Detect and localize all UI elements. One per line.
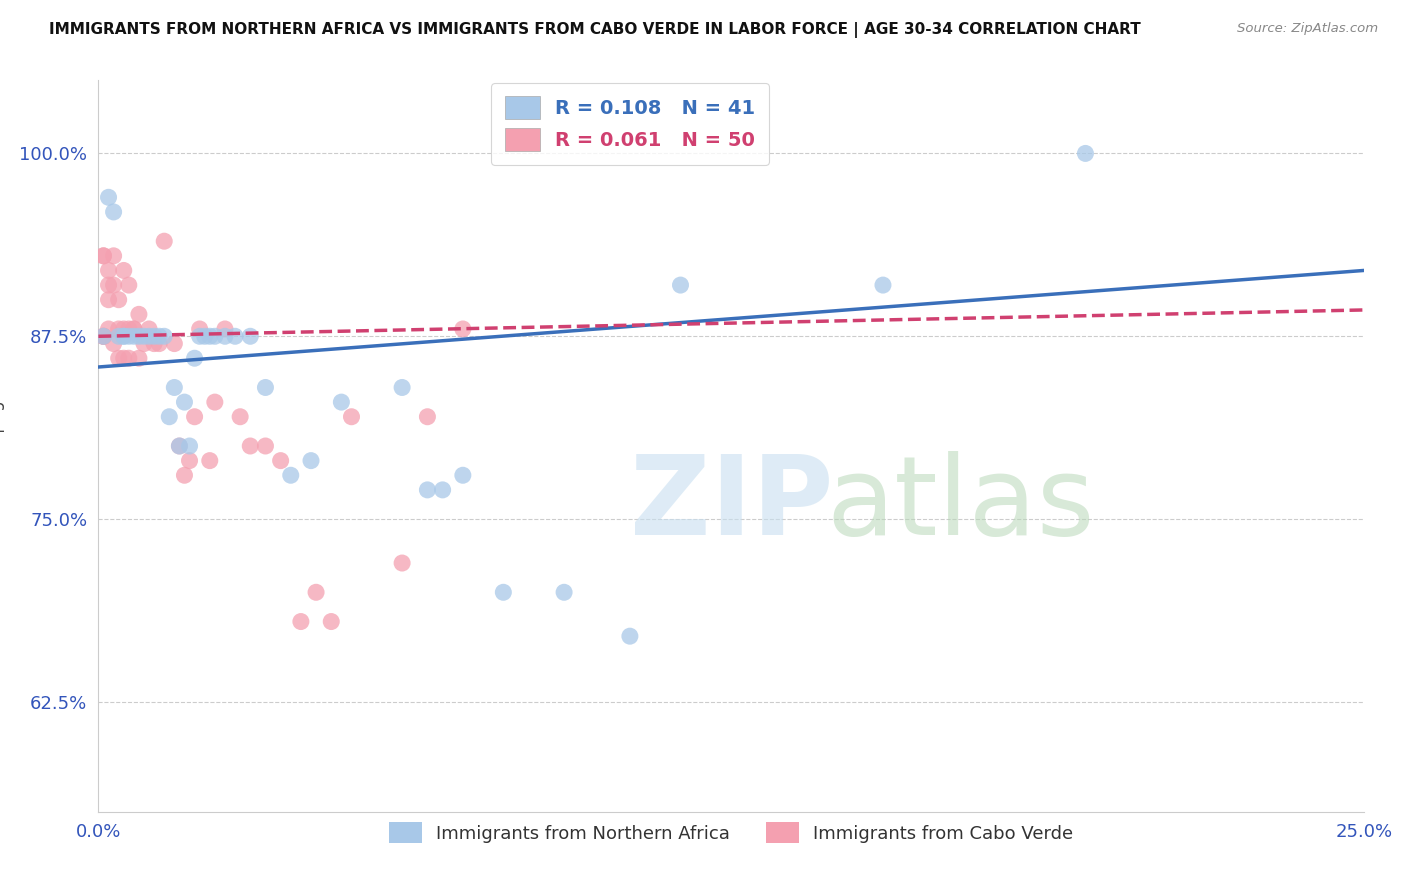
Point <box>198 329 221 343</box>
Point <box>118 278 141 293</box>
Point <box>112 329 135 343</box>
Point <box>299 453 322 467</box>
Text: IMMIGRANTS FROM NORTHERN AFRICA VS IMMIGRANTS FROM CABO VERDE IN LABOR FORCE | A: IMMIGRANTS FROM NORTHERN AFRICA VS IMMIG… <box>49 22 1140 38</box>
Point <box>153 329 176 343</box>
Point <box>103 336 125 351</box>
Point <box>93 329 115 343</box>
Point <box>138 322 160 336</box>
Point <box>93 329 115 343</box>
Point <box>169 439 191 453</box>
Point <box>163 336 186 351</box>
Point <box>112 329 135 343</box>
Point <box>416 409 439 424</box>
Point <box>173 395 195 409</box>
Point <box>179 439 201 453</box>
Text: atlas: atlas <box>825 451 1094 558</box>
Text: Source: ZipAtlas.com: Source: ZipAtlas.com <box>1237 22 1378 36</box>
Point <box>169 439 191 453</box>
Point <box>553 585 575 599</box>
Point <box>138 329 160 343</box>
Point <box>270 453 292 467</box>
Point <box>157 409 180 424</box>
Point <box>118 329 141 343</box>
Point <box>93 249 115 263</box>
Point <box>163 380 186 394</box>
Point <box>214 329 236 343</box>
Point <box>305 585 328 599</box>
Point <box>97 322 120 336</box>
Point <box>122 322 145 336</box>
Point <box>432 483 454 497</box>
Point <box>103 205 125 219</box>
Point <box>321 615 343 629</box>
Point <box>391 380 413 394</box>
Point <box>97 278 120 293</box>
Point <box>872 278 894 293</box>
Point <box>239 439 262 453</box>
Point <box>204 329 226 343</box>
Point <box>112 263 135 277</box>
Point <box>107 329 129 343</box>
Point <box>118 351 141 366</box>
Point <box>93 329 115 343</box>
Point <box>153 234 176 248</box>
Point <box>204 395 226 409</box>
Point <box>103 249 125 263</box>
Point <box>198 453 221 467</box>
Point <box>669 278 692 293</box>
Point <box>93 249 115 263</box>
Legend: Immigrants from Northern Africa, Immigrants from Cabo Verde: Immigrants from Northern Africa, Immigra… <box>378 812 1084 854</box>
Point <box>107 293 129 307</box>
Text: ZIP: ZIP <box>630 451 834 558</box>
Point <box>254 439 277 453</box>
Point <box>229 409 252 424</box>
Point <box>239 329 262 343</box>
Point <box>330 395 353 409</box>
Point <box>128 307 150 321</box>
Point <box>391 556 413 570</box>
Point <box>188 322 211 336</box>
Point <box>107 351 129 366</box>
Point <box>492 585 515 599</box>
Point <box>188 329 211 343</box>
Point <box>183 409 205 424</box>
Point <box>224 329 246 343</box>
Point <box>143 329 166 343</box>
Point <box>451 468 474 483</box>
Point <box>619 629 641 643</box>
Point <box>128 329 150 343</box>
Point <box>93 329 115 343</box>
Point <box>97 293 120 307</box>
Point <box>183 351 205 366</box>
Point <box>97 263 120 277</box>
Point <box>107 322 129 336</box>
Point <box>128 351 150 366</box>
Point <box>179 453 201 467</box>
Point <box>280 468 302 483</box>
Point <box>112 322 135 336</box>
Point <box>254 380 277 394</box>
Point <box>416 483 439 497</box>
Point <box>148 336 170 351</box>
Point <box>148 329 170 343</box>
Point <box>118 322 141 336</box>
Point <box>132 329 155 343</box>
Point <box>97 190 120 204</box>
Point <box>122 329 145 343</box>
Point <box>290 615 312 629</box>
Point <box>340 409 363 424</box>
Point <box>194 329 217 343</box>
Point <box>1074 146 1097 161</box>
Y-axis label: In Labor Force | Age 30-34: In Labor Force | Age 30-34 <box>0 336 6 556</box>
Point <box>103 278 125 293</box>
Point <box>122 322 145 336</box>
Point <box>112 351 135 366</box>
Point <box>173 468 195 483</box>
Point <box>214 322 236 336</box>
Point <box>132 336 155 351</box>
Point <box>143 336 166 351</box>
Point <box>451 322 474 336</box>
